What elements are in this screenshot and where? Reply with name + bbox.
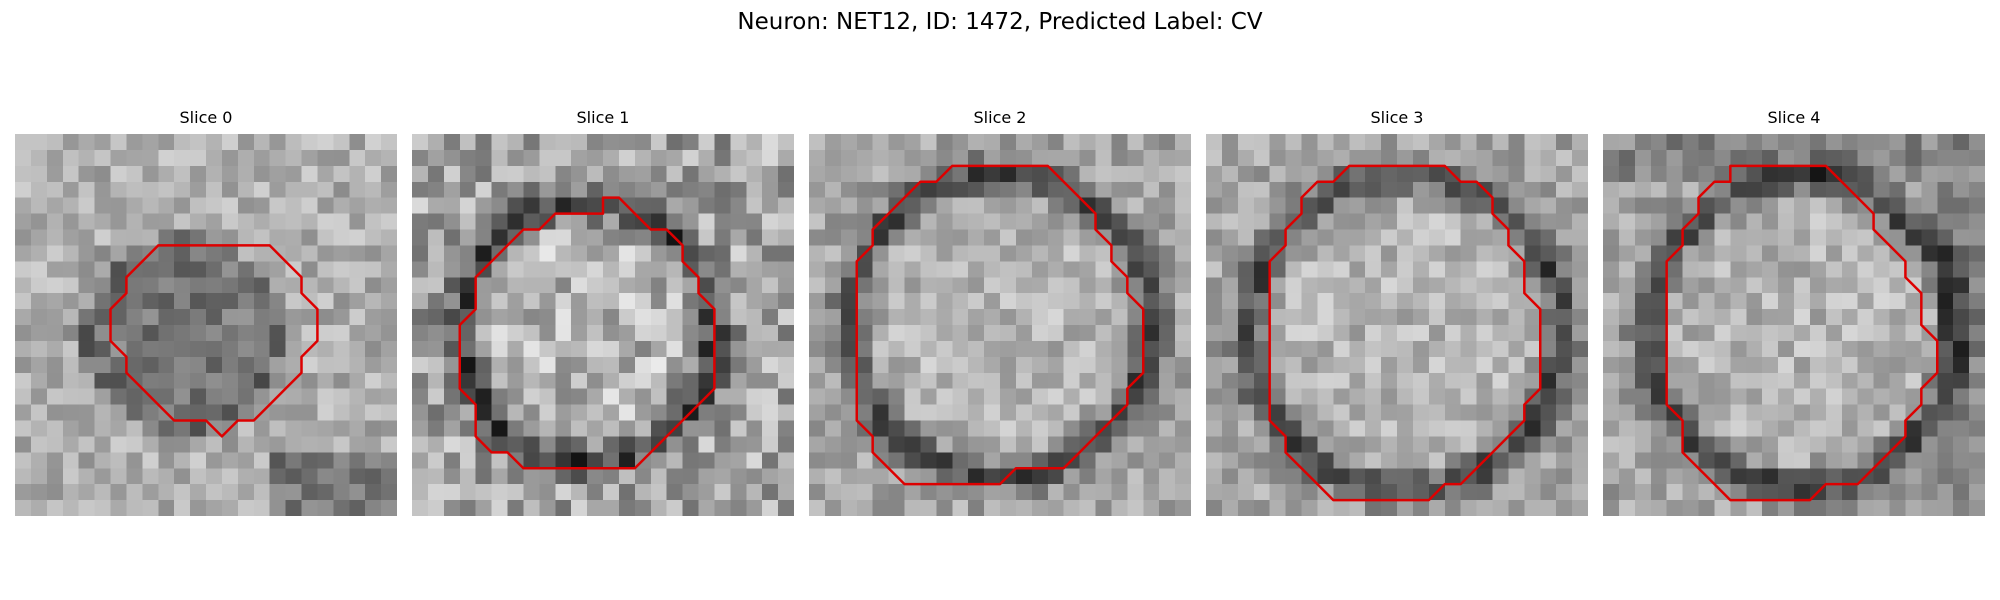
slice-2-contour [857, 166, 1144, 484]
slice-1-contour [460, 198, 715, 469]
slice-4-contour [1667, 166, 1938, 500]
slice-0-overlay [15, 134, 397, 516]
slice-4-image [1603, 134, 1985, 516]
slice-0-contour [111, 245, 318, 436]
slice-panel-4: Slice 4 [1603, 108, 1985, 516]
slice-panel-2: Slice 2 [809, 108, 1191, 516]
slice-3-image [1206, 134, 1588, 516]
slice-4-overlay [1603, 134, 1985, 516]
slice-1-title: Slice 1 [576, 108, 630, 127]
slice-4-title: Slice 4 [1767, 108, 1821, 127]
slice-0-image [15, 134, 397, 516]
slice-3-overlay [1206, 134, 1588, 516]
slice-0-title: Slice 0 [179, 108, 233, 127]
slice-2-overlay [809, 134, 1191, 516]
slice-1-overlay [412, 134, 794, 516]
slice-0-grayscale-image [15, 134, 397, 516]
figure-title: Neuron: NET12, ID: 1472, Predicted Label… [737, 9, 1263, 35]
slice-3-contour [1270, 166, 1541, 500]
slice-panel-1: Slice 1 [412, 108, 794, 516]
slice-2-title: Slice 2 [973, 108, 1027, 127]
slice-panel-3: Slice 3 [1206, 108, 1588, 516]
slice-panel-0: Slice 0 [15, 108, 397, 516]
slice-3-title: Slice 3 [1370, 108, 1424, 127]
slice-1-image [412, 134, 794, 516]
slice-2-image [809, 134, 1191, 516]
